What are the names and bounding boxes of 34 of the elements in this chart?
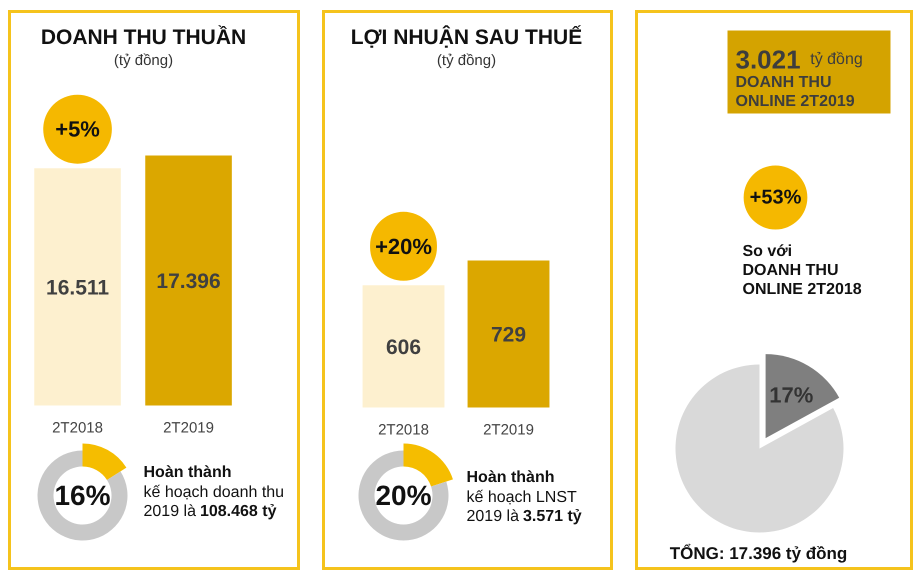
text: 2019 là xyxy=(466,508,520,525)
chart-subtitle: (tỷ đồng) xyxy=(114,52,174,69)
text: 3.571 tỷ xyxy=(522,508,582,525)
x-tick-label: 2T2019 xyxy=(483,422,534,438)
text: 2019 là xyxy=(144,503,196,520)
text: DOANH THU xyxy=(736,74,832,91)
text: tỷ đồng xyxy=(810,51,863,68)
text: 16% xyxy=(54,480,111,511)
text: 108.468 tỷ xyxy=(200,503,277,520)
text: TỔNG: 17.396 tỷ đồng xyxy=(670,543,848,563)
text: So với xyxy=(742,243,792,260)
chart-title: LỢI NHUẬN SAU THUẾ xyxy=(350,25,582,49)
text: ONLINE 2T2019 xyxy=(736,93,855,110)
text: +5% xyxy=(55,116,100,142)
x-tick-label: 2T2018 xyxy=(52,420,103,436)
chart-title: DOANH THU THUẦN xyxy=(40,25,246,49)
text: 20% xyxy=(375,480,432,511)
x-tick-label: 2T2019 xyxy=(163,420,214,436)
text: kế hoạch doanh thu xyxy=(144,484,284,501)
text: +53% xyxy=(750,186,802,208)
data-label: 17% xyxy=(769,382,814,408)
x-tick-label: 2T2018 xyxy=(378,422,429,438)
data-label: 16.511 xyxy=(46,276,110,300)
text: DOANH THU xyxy=(742,262,838,279)
data-label: 17.396 xyxy=(156,270,221,293)
data-label: 729 xyxy=(490,324,526,346)
text: +20% xyxy=(375,234,432,259)
text: Hoàn thành xyxy=(466,469,554,486)
text: kế hoạch LNST xyxy=(466,489,578,506)
text: 3.021 xyxy=(736,44,801,74)
text: Hoàn thành xyxy=(144,464,232,481)
chart-subtitle: (tỷ đồng) xyxy=(436,52,496,69)
text: ONLINE 2T2018 xyxy=(742,281,862,298)
data-label: 606 xyxy=(386,336,422,359)
